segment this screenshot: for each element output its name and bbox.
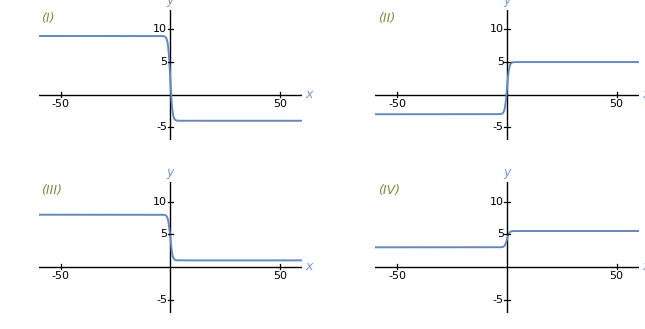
Text: -50: -50 <box>388 99 406 109</box>
Text: 10: 10 <box>153 24 167 35</box>
Text: -5: -5 <box>493 122 504 132</box>
Text: 5: 5 <box>497 229 504 239</box>
Text: (IV): (IV) <box>378 184 400 197</box>
Text: (II): (II) <box>378 12 395 25</box>
Text: 50: 50 <box>610 99 624 109</box>
Text: -50: -50 <box>52 99 70 109</box>
Text: 10: 10 <box>153 197 167 207</box>
Text: 5: 5 <box>160 229 167 239</box>
Text: -50: -50 <box>52 271 70 281</box>
Text: y: y <box>166 0 174 7</box>
Text: x: x <box>305 88 312 101</box>
Text: 5: 5 <box>160 57 167 67</box>
Text: -5: -5 <box>156 122 167 132</box>
Text: 50: 50 <box>273 271 287 281</box>
Text: y: y <box>503 166 511 179</box>
Text: x: x <box>642 88 645 101</box>
Text: 10: 10 <box>490 24 504 35</box>
Text: x: x <box>642 260 645 273</box>
Text: (III): (III) <box>41 184 62 197</box>
Text: 50: 50 <box>273 99 287 109</box>
Text: 50: 50 <box>610 271 624 281</box>
Text: -5: -5 <box>493 294 504 305</box>
Text: y: y <box>166 166 174 179</box>
Text: (I): (I) <box>41 12 54 25</box>
Text: y: y <box>503 0 511 7</box>
Text: x: x <box>305 260 312 273</box>
Text: -50: -50 <box>388 271 406 281</box>
Text: 10: 10 <box>490 197 504 207</box>
Text: -5: -5 <box>156 294 167 305</box>
Text: 5: 5 <box>497 57 504 67</box>
